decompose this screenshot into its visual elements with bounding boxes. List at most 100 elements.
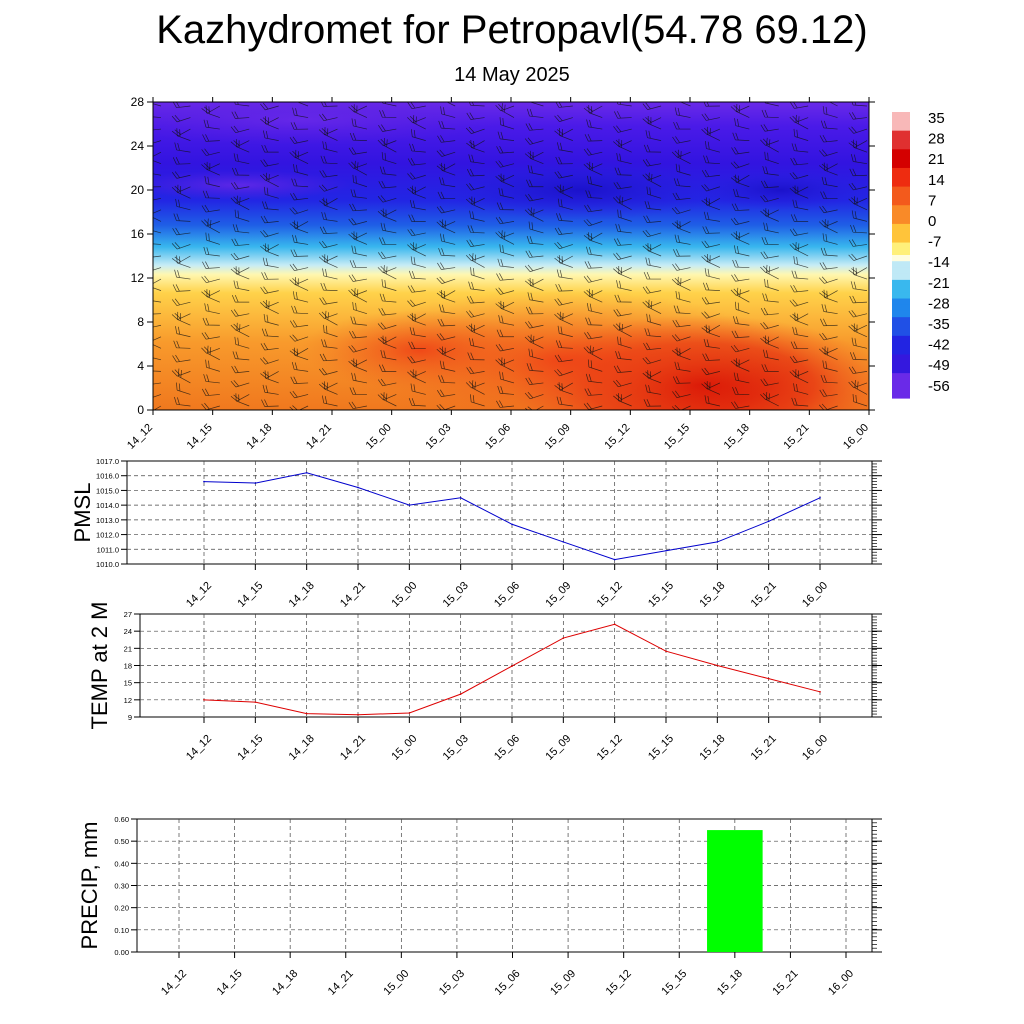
wind-barb — [823, 289, 838, 303]
wind-barb — [616, 152, 632, 165]
wind-barb — [677, 149, 691, 165]
wind-barb — [153, 377, 162, 386]
wind-barb — [379, 110, 397, 118]
wind-barb — [348, 218, 368, 226]
x-tick-label: 15_18 — [722, 422, 752, 452]
wind-barb — [789, 355, 809, 364]
wind-barb — [319, 297, 338, 305]
wind-barb — [496, 145, 515, 154]
wind-barb — [501, 103, 515, 118]
wind-barb — [822, 360, 838, 372]
wind-barb — [583, 346, 603, 354]
wind-barb — [642, 244, 662, 252]
data-point — [408, 504, 411, 506]
wind-barb — [378, 308, 397, 316]
data-point — [203, 699, 205, 701]
wind-barb — [377, 266, 397, 274]
y-tick-label: 24 — [131, 139, 145, 153]
wind-barb — [437, 318, 456, 327]
wind-barb — [848, 310, 868, 318]
wind-barb — [153, 221, 162, 234]
wind-barb — [377, 322, 397, 330]
x-tick-label: 14_21 — [304, 422, 334, 452]
wind-barb — [731, 203, 750, 211]
wind-barbs — [153, 102, 868, 410]
wind-barb — [153, 208, 162, 216]
wind-barb — [230, 140, 250, 148]
wind-barb — [701, 113, 720, 121]
wind-barb — [820, 191, 838, 199]
x-tick-label: 15_15 — [646, 733, 676, 763]
wind-barb — [470, 267, 485, 280]
wind-barb — [642, 117, 662, 124]
wind-barb — [585, 317, 603, 326]
wind-barb — [319, 102, 338, 107]
wind-barb — [850, 224, 868, 234]
wind-barb — [230, 182, 250, 190]
wind-barb — [733, 372, 750, 384]
wind-barb — [318, 382, 338, 390]
wind-barb — [501, 357, 515, 372]
precip-panel: 0.00 0.10 0.20 0.30 0.40 0.50 0.60 14_12 14_15 14… — [77, 815, 882, 998]
wind-barb — [351, 118, 367, 130]
colorbar-swatch — [892, 136, 910, 144]
data-point — [459, 496, 462, 499]
colorbar-swatch — [892, 130, 910, 138]
wind-barb — [153, 363, 162, 372]
wind-barb — [153, 292, 162, 303]
wind-barb — [289, 348, 309, 356]
wind-barb — [289, 150, 309, 158]
wind-barb — [233, 153, 250, 165]
data-point — [819, 496, 821, 499]
wind-barb — [558, 255, 573, 268]
wind-barb — [731, 274, 750, 282]
wind-barb — [789, 186, 809, 194]
wind-barb — [231, 365, 250, 374]
wind-barb — [819, 332, 838, 341]
wind-barb — [554, 227, 573, 235]
y-tick-label: 1015.0 — [96, 486, 119, 495]
wind-barb — [171, 185, 191, 193]
wind-barb — [587, 359, 603, 372]
data-point — [203, 480, 205, 483]
wind-barb — [468, 281, 485, 291]
wind-barb — [613, 365, 632, 373]
wind-barb — [524, 405, 544, 410]
wind-barb — [554, 185, 573, 193]
wind-barb — [789, 370, 809, 378]
data-point — [819, 691, 821, 693]
wind-barb — [351, 372, 367, 384]
wind-barb — [820, 120, 838, 130]
wind-barb — [292, 291, 309, 303]
wind-barb — [261, 272, 279, 280]
wind-barb — [525, 193, 544, 202]
wind-barb — [851, 337, 868, 349]
wind-barb — [701, 324, 721, 333]
x-tick-label: 14_18 — [244, 422, 274, 452]
wind-barb — [378, 251, 397, 260]
wind-barb — [789, 172, 809, 180]
wind-barb — [289, 278, 309, 286]
wind-barb — [643, 271, 662, 280]
x-tick-label: 14_18 — [270, 968, 300, 998]
wind-barb — [205, 232, 220, 245]
chart-subtitle: 14 May 2025 — [454, 64, 570, 86]
wind-barb — [643, 342, 662, 351]
wind-barb — [289, 320, 309, 328]
wind-barb — [153, 151, 162, 160]
x-tick-label: 15_06 — [483, 422, 513, 452]
colorbar-label: -28 — [928, 295, 950, 312]
wind-barb — [203, 374, 220, 384]
x-tick-label: 15_03 — [441, 733, 471, 763]
x-tick-label: 15_21 — [749, 733, 779, 763]
wind-barb — [821, 304, 838, 315]
wind-barb — [789, 299, 809, 307]
data-point — [408, 712, 411, 714]
wind-barb — [349, 387, 367, 395]
wind-barb — [294, 220, 309, 234]
x-tick-label: 15_00 — [389, 733, 419, 763]
wind-barb — [230, 267, 250, 275]
data-point — [305, 471, 308, 474]
wind-barb — [377, 393, 397, 401]
